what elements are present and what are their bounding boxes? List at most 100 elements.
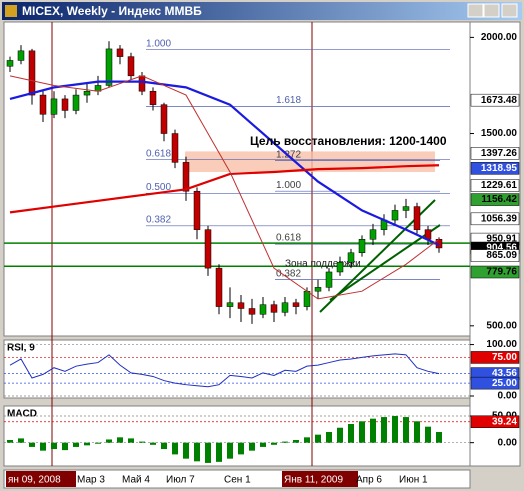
- macd-bar: [271, 442, 277, 445]
- macd-bar: [216, 442, 222, 462]
- price-label-box: [470, 147, 520, 160]
- moving-average: [9, 75, 440, 300]
- macd-bar: [326, 432, 332, 443]
- macd-bar: [348, 424, 354, 443]
- price-label-box: [470, 265, 520, 279]
- time-label: Апр 6: [356, 475, 382, 486]
- candle-body: [105, 48, 113, 86]
- candle-body: [83, 90, 91, 96]
- macd-bar: [117, 437, 123, 443]
- price-label: 1318.95: [481, 163, 518, 174]
- time-label: Июн 1: [399, 475, 428, 486]
- price-label: 1673.48: [481, 95, 518, 106]
- min-button[interactable]: [467, 3, 484, 18]
- macd-bar: [128, 438, 134, 443]
- candle-body: [369, 229, 377, 240]
- macd-bar: [392, 416, 398, 443]
- time-label: Сен 1: [224, 475, 251, 486]
- window-title: MICEX, Weekly - Индекс ММВБ: [22, 4, 202, 18]
- macd-bar: [194, 442, 200, 462]
- price-label: 25.00: [492, 378, 517, 389]
- price-label: 865.09: [486, 250, 517, 261]
- candle-body: [237, 302, 245, 309]
- candle-body: [160, 104, 168, 134]
- candle-body: [171, 133, 179, 163]
- panel-title: RSI, 9: [7, 343, 35, 354]
- candle-body: [358, 239, 366, 253]
- support-label: Зона поддержки: [285, 259, 361, 270]
- macd-bar: [381, 417, 387, 443]
- rsi-line: [9, 353, 440, 388]
- candle-body: [116, 48, 124, 57]
- candle-body: [61, 98, 69, 111]
- price-label-box: [470, 93, 520, 107]
- macd-bar: [359, 421, 365, 443]
- price-label: 39.24: [492, 416, 517, 427]
- price-label-box: [470, 212, 520, 226]
- fib-label: 1.000: [276, 180, 301, 191]
- time-highlight: [282, 471, 358, 487]
- candle-body: [391, 210, 399, 221]
- candle-body: [270, 304, 278, 313]
- price-label-box: [470, 162, 520, 175]
- macd-bar: [414, 421, 420, 443]
- moving-average: [9, 80, 440, 247]
- time-label: Мар 3: [77, 475, 105, 486]
- macd-bar: [139, 441, 145, 443]
- fib-label: 0.382: [276, 268, 301, 279]
- macd-bar: [260, 442, 266, 447]
- candle-body: [72, 94, 80, 111]
- rsi-panel: [3, 339, 471, 399]
- time-highlight: [6, 471, 76, 487]
- price-panel: [3, 21, 471, 337]
- price-label: 950.91: [486, 234, 517, 245]
- app-icon: [5, 5, 17, 17]
- macd-bar: [183, 442, 189, 459]
- price-label-box: [470, 249, 520, 262]
- candle-body: [127, 56, 135, 77]
- macd-bar: [304, 437, 310, 443]
- candle-body: [347, 252, 355, 263]
- time-label: Янв 11, 2009: [284, 475, 343, 486]
- macd-bar: [337, 427, 343, 443]
- macd-bar: [150, 442, 156, 445]
- fib-label: 0.618: [276, 233, 301, 244]
- fib-label: 1.618: [276, 95, 301, 106]
- price-label-box: [470, 376, 520, 390]
- price-label-box: [470, 351, 520, 364]
- fib-label: 0.382: [146, 214, 171, 225]
- candle-body: [314, 287, 322, 292]
- macd-bar: [84, 442, 90, 446]
- macd-bar: [7, 440, 13, 443]
- price-label: 2000.00: [481, 32, 518, 43]
- macd-panel: [3, 405, 471, 467]
- macd-bar: [227, 442, 233, 459]
- candle-body: [303, 290, 311, 307]
- candle-body: [259, 304, 267, 315]
- macd-bar: [106, 439, 112, 443]
- candle-body: [182, 162, 190, 192]
- macd-bar: [403, 417, 409, 443]
- fib-label: 0.500: [146, 182, 171, 193]
- candle-body: [325, 271, 333, 288]
- candle-body: [17, 50, 25, 61]
- annotation: Цель восстановления: 1200-1400: [250, 134, 447, 148]
- macd-bar: [18, 438, 24, 443]
- price-label: 75.00: [492, 352, 517, 363]
- price-label-box: [470, 415, 520, 428]
- moving-average: [9, 164, 440, 214]
- macd-bar: [249, 442, 255, 451]
- candle-body: [336, 262, 344, 273]
- fib-label: 0.618: [146, 148, 171, 159]
- price-label: 1229.61: [481, 180, 518, 191]
- macd-bar: [29, 442, 35, 447]
- macd-bar: [205, 442, 211, 463]
- close-button[interactable]: [501, 3, 518, 18]
- title-bar: [2, 2, 522, 20]
- price-label: 1500.00: [481, 128, 518, 139]
- macd-bar: [40, 442, 46, 451]
- candle-body: [6, 60, 14, 67]
- price-label: 1156.42: [481, 194, 517, 205]
- max-button[interactable]: [483, 3, 500, 18]
